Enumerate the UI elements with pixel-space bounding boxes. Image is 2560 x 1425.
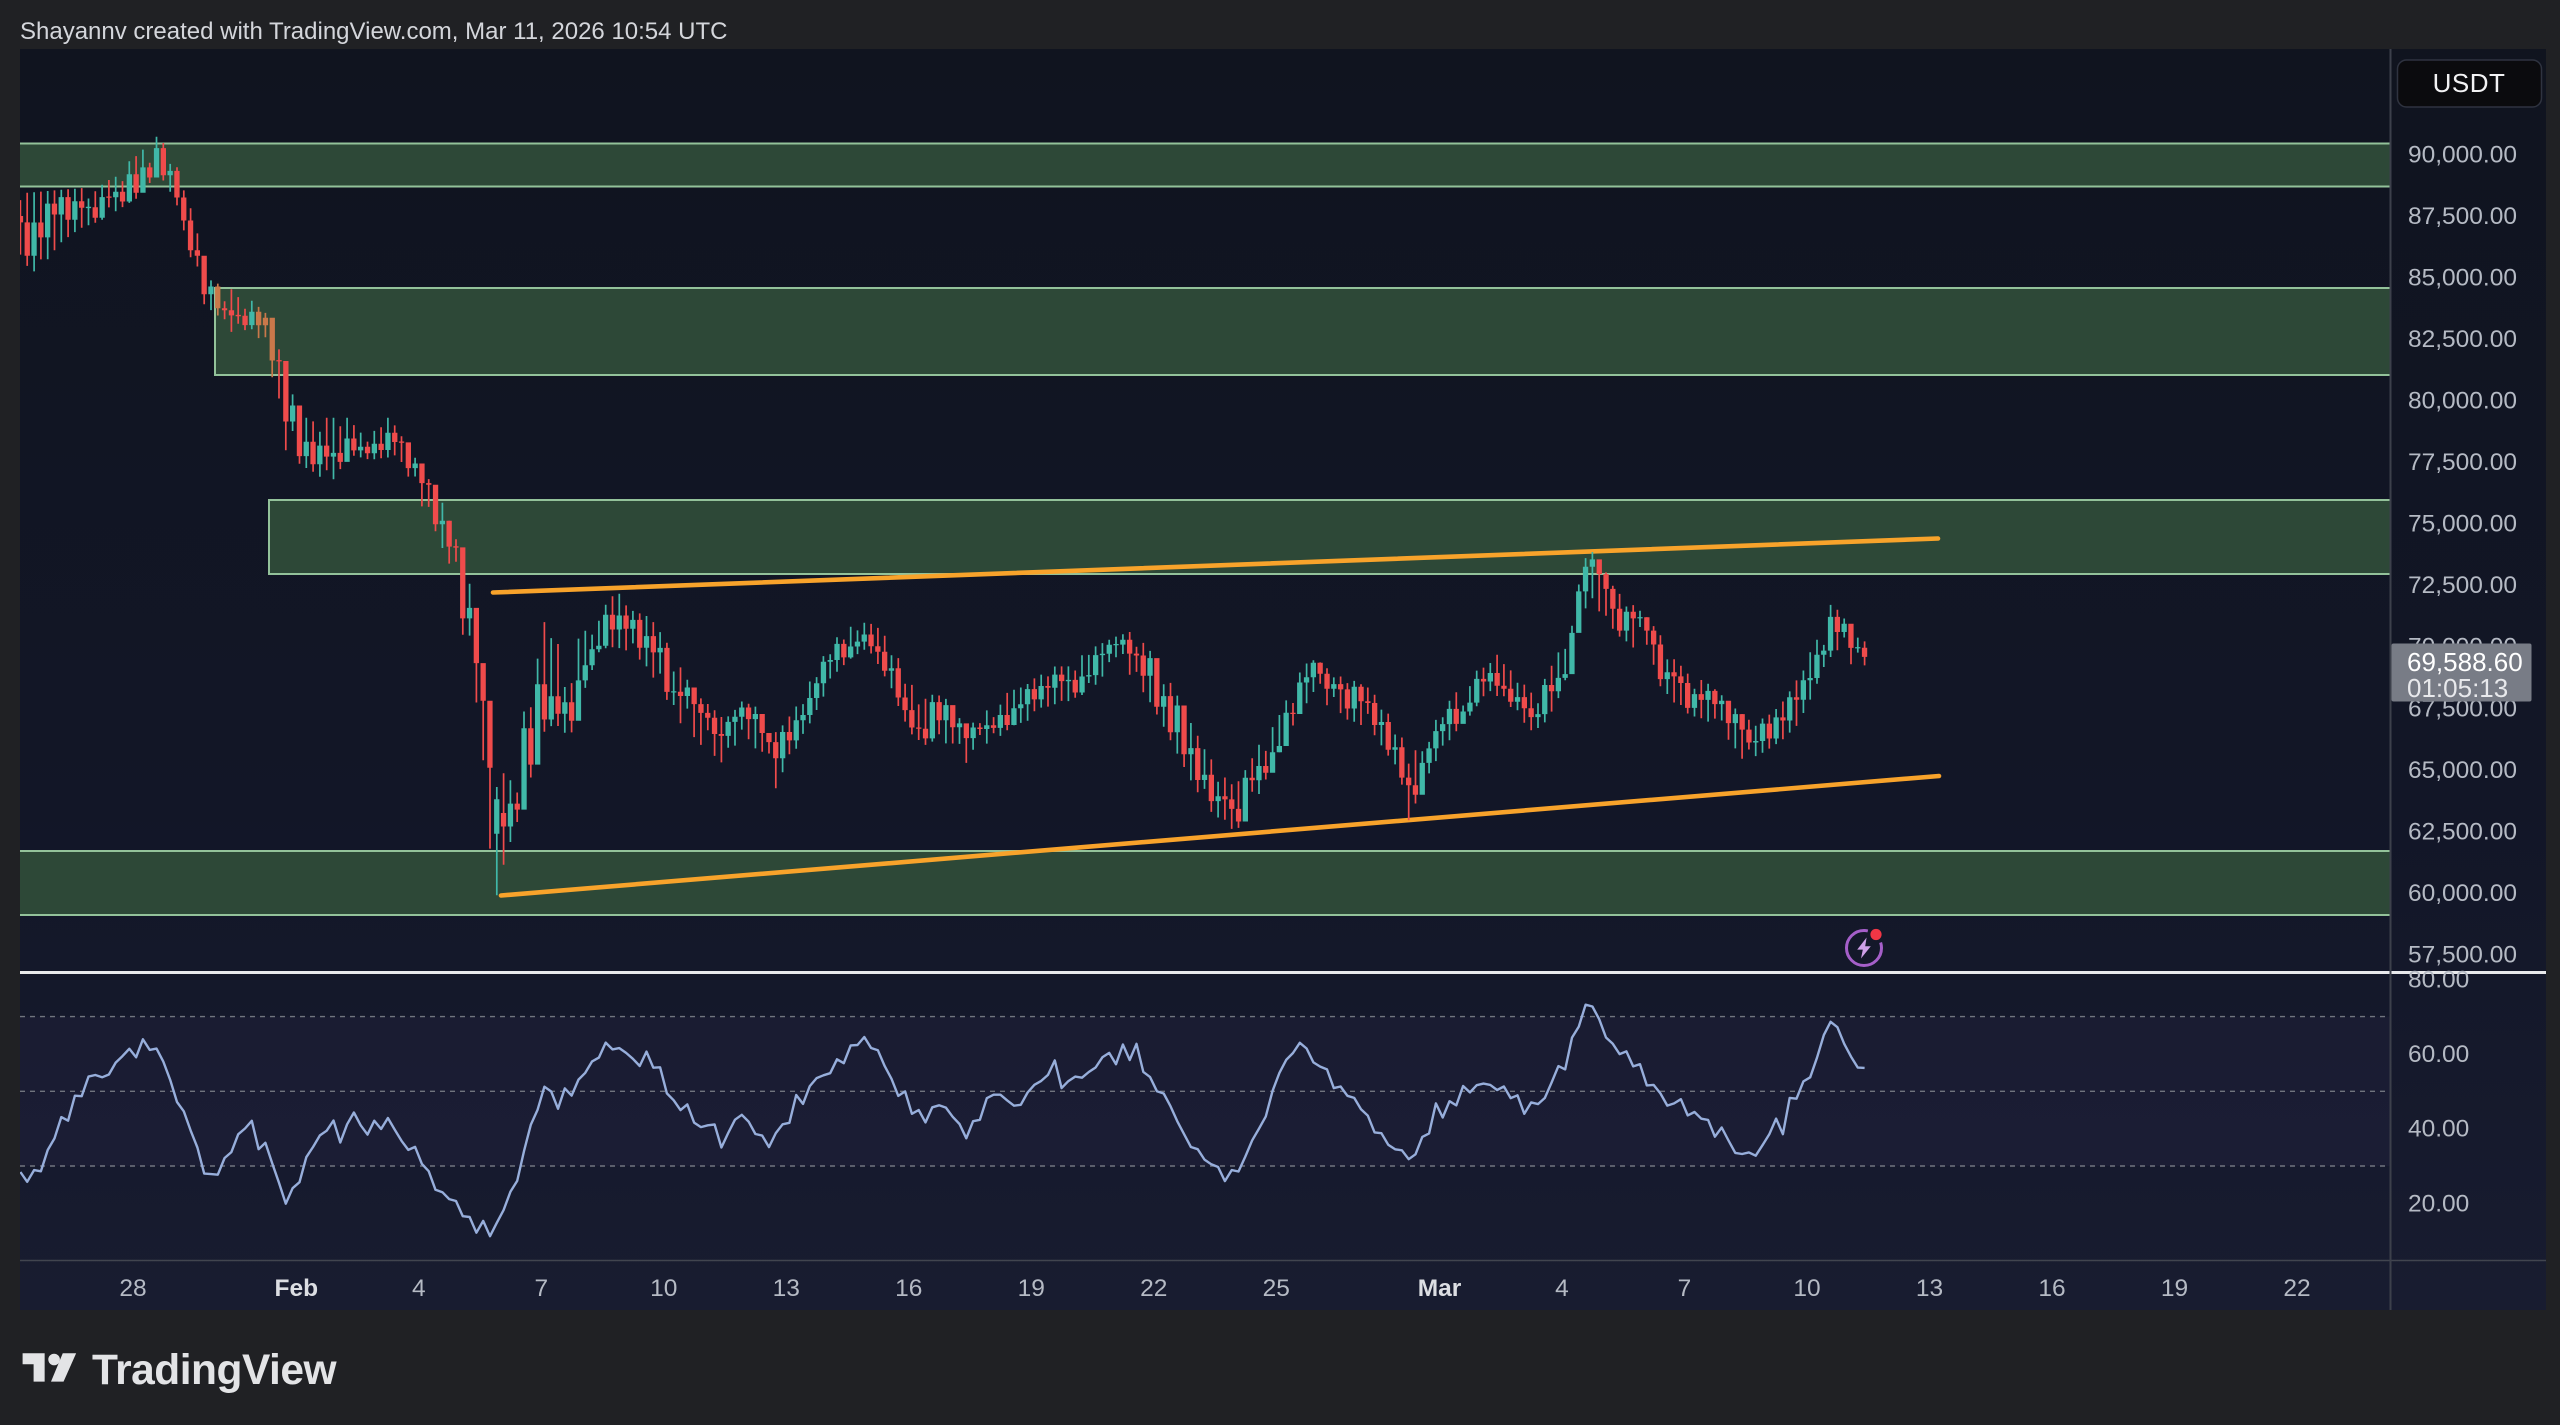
svg-text:Shayannv created with TradingV: Shayannv created with TradingView.com, M… xyxy=(20,18,728,45)
svg-text:7: 7 xyxy=(1678,1275,1692,1302)
svg-text:4: 4 xyxy=(1555,1275,1569,1302)
svg-text:22: 22 xyxy=(2283,1275,2310,1302)
svg-text:75,000.00: 75,000.00 xyxy=(2408,511,2517,538)
svg-text:65,000.00: 65,000.00 xyxy=(2408,757,2517,784)
svg-text:TradingView: TradingView xyxy=(92,1347,338,1394)
svg-text:69,588.60: 69,588.60 xyxy=(2407,647,2523,677)
svg-text:25: 25 xyxy=(1263,1275,1290,1302)
svg-text:40.00: 40.00 xyxy=(2408,1116,2469,1143)
svg-text:4: 4 xyxy=(412,1275,426,1302)
svg-text:28: 28 xyxy=(119,1275,146,1302)
svg-text:13: 13 xyxy=(1916,1275,1943,1302)
svg-text:62,500.00: 62,500.00 xyxy=(2408,818,2517,845)
svg-text:20.00: 20.00 xyxy=(2408,1190,2469,1217)
svg-text:Feb: Feb xyxy=(275,1275,319,1302)
svg-text:13: 13 xyxy=(773,1275,800,1302)
svg-text:85,000.00: 85,000.00 xyxy=(2408,265,2517,292)
svg-text:USDT: USDT xyxy=(2433,68,2506,98)
svg-text:57,500.00: 57,500.00 xyxy=(2408,941,2517,968)
svg-text:77,500.00: 77,500.00 xyxy=(2408,449,2517,476)
svg-text:60.00: 60.00 xyxy=(2408,1041,2469,1068)
svg-text:7: 7 xyxy=(534,1275,548,1302)
svg-text:10: 10 xyxy=(1793,1275,1820,1302)
svg-text:60,000.00: 60,000.00 xyxy=(2408,880,2517,907)
svg-text:01:05:13: 01:05:13 xyxy=(2407,673,2508,703)
svg-text:22: 22 xyxy=(1140,1275,1167,1302)
svg-text:82,500.00: 82,500.00 xyxy=(2408,326,2517,353)
svg-text:90,000.00: 90,000.00 xyxy=(2408,142,2517,169)
svg-text:72,500.00: 72,500.00 xyxy=(2408,572,2517,599)
svg-text:19: 19 xyxy=(2161,1275,2188,1302)
svg-text:80.00: 80.00 xyxy=(2408,966,2469,993)
svg-text:87,500.00: 87,500.00 xyxy=(2408,203,2517,230)
svg-text:10: 10 xyxy=(650,1275,677,1302)
svg-text:Mar: Mar xyxy=(1418,1275,1462,1302)
svg-text:19: 19 xyxy=(1018,1275,1045,1302)
svg-text:16: 16 xyxy=(895,1275,922,1302)
svg-text:80,000.00: 80,000.00 xyxy=(2408,388,2517,415)
svg-text:16: 16 xyxy=(2038,1275,2065,1302)
